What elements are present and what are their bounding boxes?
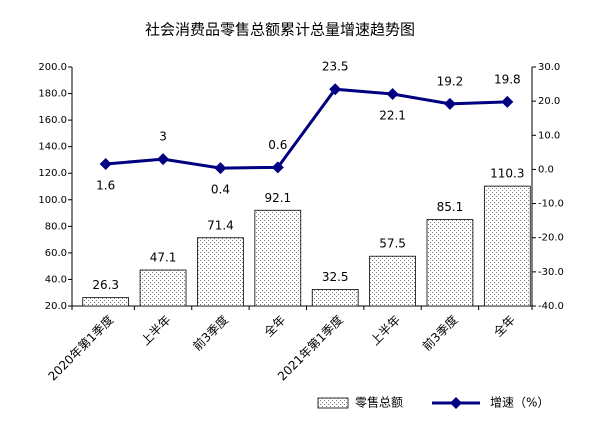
data-label: 19.8: [494, 72, 521, 86]
bar: [254, 209, 302, 307]
x-tick-label: 上半年: [368, 313, 403, 348]
marker: [329, 83, 342, 96]
data-label: 3: [159, 130, 167, 144]
line: [105, 87, 508, 170]
y2-tick-label: -30.0: [538, 267, 564, 278]
marker: [386, 87, 399, 100]
y2-tick-label: 10.0: [538, 130, 560, 141]
y-tick-label: 120.0: [38, 168, 67, 179]
y2-tick-label: 0.0: [538, 164, 554, 175]
x-tick-label: 前3季度: [190, 312, 231, 353]
bar: [82, 297, 130, 307]
data-label: 110.3: [490, 167, 524, 181]
y2-tick-label: -20.0: [538, 233, 564, 244]
y-tick-label: 160.0: [38, 115, 67, 126]
data-label: 47.1: [150, 251, 177, 265]
x-tick-label: 上半年: [138, 313, 173, 348]
legend-label: 增速（%）: [490, 396, 549, 410]
x-tick-label: 全年: [490, 312, 518, 340]
y2-tick-label: 20.0: [538, 96, 560, 107]
x-tick-label: 前3季度: [419, 312, 460, 353]
chart-title: 社会消费品零售总额累计总量增速趋势图: [145, 21, 415, 39]
data-label: 85.1: [437, 200, 464, 214]
data-label: 0.4: [211, 183, 230, 197]
y-tick-label: 20.0: [45, 301, 67, 312]
data-label: 19.2: [437, 74, 464, 88]
legend-marker: [450, 397, 462, 409]
bar: [426, 219, 474, 307]
y2-tick-label: -10.0: [538, 199, 564, 210]
data-label: 22.1: [379, 108, 406, 122]
y-tick-label: 40.0: [45, 274, 67, 285]
marker: [157, 153, 170, 166]
marker: [99, 157, 112, 170]
marker: [271, 161, 284, 174]
y2-tick-label: 30.0: [538, 62, 560, 73]
data-label: 32.5: [322, 270, 349, 284]
y-tick-label: 200.0: [38, 62, 67, 73]
marker: [501, 95, 514, 108]
x-tick-label: 2020年第1季度: [45, 312, 117, 384]
data-label: 23.5: [322, 60, 349, 74]
legend-label: 零售总额: [355, 395, 403, 410]
bar: [311, 289, 359, 307]
y-tick-label: 140.0: [38, 142, 67, 153]
data-label: 0.6: [268, 138, 287, 152]
y-tick-label: 180.0: [38, 89, 67, 100]
y2-tick-label: -40.0: [538, 301, 564, 312]
marker: [443, 97, 456, 110]
legend-swatch: [317, 397, 349, 409]
y-tick-label: 80.0: [45, 221, 67, 232]
data-label: 57.5: [379, 237, 406, 251]
bar: [139, 269, 187, 307]
bar: [369, 255, 416, 307]
marker: [214, 162, 227, 175]
bar: [197, 237, 244, 307]
x-tick-label: 全年: [261, 312, 289, 340]
y-tick-label: 60.0: [45, 248, 67, 259]
data-label: 1.6: [96, 178, 115, 192]
bar: [483, 185, 531, 307]
data-label: 26.3: [92, 278, 119, 292]
data-label: 71.4: [207, 218, 234, 232]
data-label: 92.1: [264, 191, 291, 205]
y-tick-label: 100.0: [38, 195, 67, 206]
